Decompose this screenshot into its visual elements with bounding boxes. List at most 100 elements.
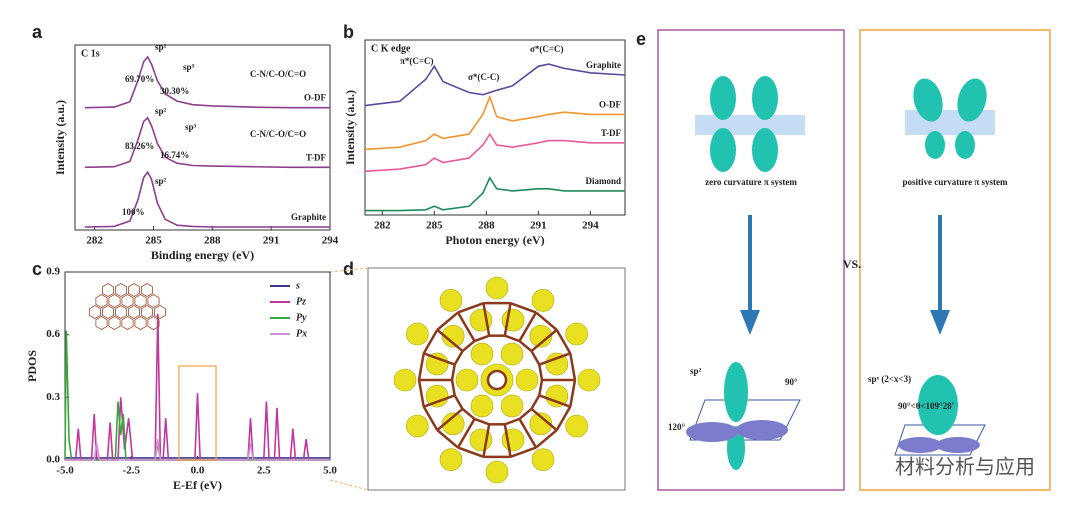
bond bbox=[456, 311, 476, 342]
inset-hexagon bbox=[147, 294, 160, 308]
zoom-line bbox=[329, 267, 369, 273]
density-blob bbox=[485, 460, 509, 484]
bond bbox=[436, 328, 464, 353]
arrow bbox=[740, 215, 760, 335]
zoom-line bbox=[329, 479, 369, 491]
bond bbox=[461, 407, 476, 420]
bond bbox=[503, 302, 512, 336]
x-tick-label: 291 bbox=[530, 220, 547, 232]
lobe bbox=[936, 437, 980, 453]
spx-orbital bbox=[894, 375, 986, 456]
angle-label: 90° bbox=[785, 377, 798, 387]
legend-label: Pz bbox=[296, 296, 306, 307]
x-tick-label: -2.5 bbox=[123, 465, 141, 477]
inset-hexagon bbox=[95, 294, 108, 308]
panel-label: a bbox=[32, 22, 43, 42]
series-line bbox=[84, 170, 330, 228]
x-tick-label: 282 bbox=[86, 235, 103, 247]
density-blob bbox=[531, 448, 555, 471]
bond bbox=[436, 311, 459, 331]
bond bbox=[436, 407, 464, 432]
bond bbox=[538, 364, 544, 381]
lobe bbox=[710, 128, 736, 172]
density-blob bbox=[470, 394, 494, 418]
annotation: 83.26% bbox=[125, 141, 154, 151]
bond bbox=[530, 350, 541, 366]
angle-label: 120° bbox=[668, 422, 686, 432]
bond bbox=[535, 311, 558, 331]
panel-e-right-frame bbox=[859, 29, 1051, 491]
annotation: σ*(C=C) bbox=[530, 44, 564, 54]
plane bbox=[695, 115, 805, 135]
bond bbox=[474, 417, 490, 426]
panel-label: c bbox=[32, 259, 42, 279]
series-label: T-DF bbox=[601, 128, 622, 138]
y-axis-label: Intensity (a.u.) bbox=[343, 90, 357, 165]
annotation: sp² bbox=[155, 42, 167, 52]
bond bbox=[461, 340, 476, 353]
inset-hexagon bbox=[108, 294, 121, 308]
bond bbox=[555, 329, 572, 354]
inset-hexagon bbox=[108, 316, 121, 330]
bond bbox=[423, 394, 456, 408]
lobe bbox=[686, 422, 738, 442]
density-blob bbox=[439, 289, 463, 312]
bond bbox=[436, 429, 459, 449]
lobe bbox=[913, 78, 943, 122]
lobe bbox=[925, 131, 945, 159]
legend-label: Px bbox=[296, 328, 307, 339]
x-tick-label: -5.0 bbox=[56, 465, 74, 477]
inset-hexagon bbox=[121, 316, 134, 330]
y-axis-label: PDOS bbox=[25, 350, 39, 382]
watermark: 材料分析与应用 bbox=[895, 455, 1035, 479]
density-blob bbox=[425, 384, 449, 408]
inset-hexagon bbox=[140, 283, 154, 297]
y-tick-label: 0.0 bbox=[46, 454, 60, 466]
bond bbox=[555, 406, 572, 431]
bond bbox=[538, 379, 544, 396]
bond bbox=[457, 446, 484, 458]
annotation: 100% bbox=[122, 207, 145, 217]
pi-orbitals-flat bbox=[695, 76, 805, 172]
density-blob bbox=[500, 342, 524, 366]
bond bbox=[417, 353, 425, 381]
x-tick-label: 5.0 bbox=[323, 465, 337, 477]
legend-label: s bbox=[295, 280, 300, 291]
bond bbox=[423, 352, 456, 366]
inset-hexagon bbox=[134, 316, 147, 330]
x-tick-label: 294 bbox=[322, 235, 339, 247]
x-tick-label: 285 bbox=[145, 235, 162, 247]
lobe bbox=[752, 76, 778, 120]
sp2-orbital bbox=[686, 362, 801, 470]
inset-hexagon bbox=[89, 305, 101, 319]
annotation: sp³ bbox=[183, 62, 195, 72]
density-blob bbox=[577, 368, 601, 392]
series-label: O-DF bbox=[304, 93, 326, 103]
lobe bbox=[710, 76, 736, 120]
annotation: sp² bbox=[155, 106, 167, 116]
inset-hexagon bbox=[147, 316, 160, 330]
legend-label: Py bbox=[296, 312, 307, 323]
density-blob bbox=[406, 322, 429, 346]
panel-label: d bbox=[343, 259, 354, 279]
bond bbox=[538, 394, 571, 408]
panel-e-left-frame bbox=[657, 29, 845, 491]
density-blob bbox=[515, 368, 539, 392]
caption: positive curvature π system bbox=[903, 177, 1009, 187]
bond bbox=[450, 364, 456, 381]
bond bbox=[482, 302, 491, 336]
series-label: Graphite bbox=[291, 212, 326, 222]
zoom-box bbox=[178, 365, 217, 461]
ring bbox=[486, 369, 508, 391]
lobe bbox=[724, 362, 748, 422]
lobe bbox=[957, 78, 987, 122]
inset-hexagon bbox=[127, 305, 141, 319]
series-line bbox=[364, 132, 625, 173]
annotation: C-N/C-O/C=O bbox=[250, 69, 306, 79]
density-blob bbox=[565, 414, 588, 438]
bond bbox=[503, 424, 512, 458]
bond bbox=[453, 350, 464, 366]
y-tick-label: 0.6 bbox=[46, 328, 60, 340]
lobe bbox=[955, 131, 975, 159]
x-axis-label: Binding energy (eV) bbox=[151, 248, 254, 262]
